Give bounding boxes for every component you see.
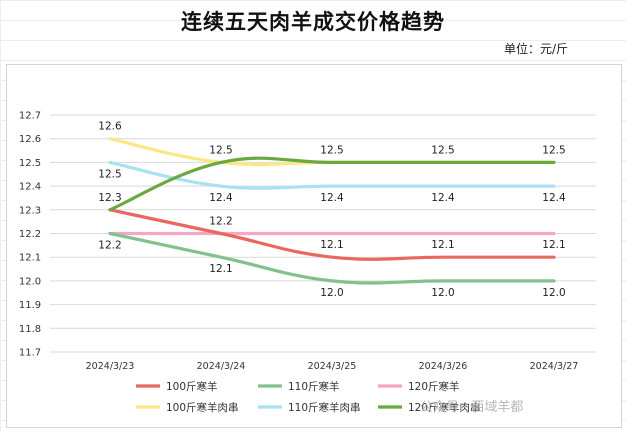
x-tick-label: 2024/3/26: [419, 361, 468, 372]
data-label: 12.1: [320, 239, 343, 251]
data-label: 12.3: [98, 192, 121, 204]
y-tick-label: 12.0: [19, 276, 41, 287]
data-label: 12.0: [542, 287, 565, 299]
y-tick-label: 12.2: [19, 229, 41, 240]
data-label: 12.2: [98, 240, 121, 252]
data-label: 12.5: [542, 144, 565, 156]
data-label: 12.4: [320, 192, 344, 204]
y-tick-label: 12.3: [19, 205, 41, 216]
y-tick-label: 11.7: [19, 348, 41, 359]
legend-label: 120斤寒羊: [408, 380, 460, 393]
series-line[interactable]: [108, 160, 556, 190]
y-tick-label: 12.7: [19, 111, 41, 122]
data-label: 12.5: [320, 144, 343, 156]
legend-label: 110斤寒羊肉串: [288, 401, 361, 414]
data-label: 12.1: [431, 239, 454, 251]
data-label: 12.6: [98, 121, 122, 133]
data-label: 12.0: [320, 287, 343, 299]
series-line[interactable]: [108, 156, 556, 212]
unit-label: 单位：元/斤: [503, 42, 568, 56]
data-label: 12.5: [98, 168, 121, 180]
x-tick-label: 2024/3/27: [530, 361, 579, 372]
data-label: 12.5: [431, 144, 454, 156]
legend-label: 100斤寒羊: [166, 380, 218, 393]
data-label: 12.1: [209, 263, 232, 275]
series-line[interactable]: [108, 231, 556, 285]
chart-frame[interactable]: [6, 64, 622, 428]
series-line[interactable]: [108, 208, 556, 261]
y-tick-label: 12.6: [19, 134, 41, 145]
data-label: 12.4: [431, 192, 455, 204]
data-label: 12.1: [542, 239, 565, 251]
data-label: 12.0: [431, 287, 454, 299]
legend-label: 120斤寒羊肉串: [408, 401, 481, 414]
y-tick-label: 12.5: [19, 158, 41, 169]
legend-label: 110斤寒羊: [288, 380, 340, 393]
data-label: 12.5: [209, 144, 232, 156]
x-tick-label: 2024/3/24: [197, 361, 246, 372]
watermark: 公众号 · 西域羊都: [420, 400, 524, 415]
y-tick-label: 12.4: [19, 182, 41, 193]
line-chart[interactable]: 11.7 11.8 11.9 12.0 12.1 12.2 12.3 12.4 12.5 12.6…: [6, 64, 620, 426]
x-tick-label: 2024/3/23: [86, 361, 135, 372]
data-label: 12.4: [209, 192, 233, 204]
y-tick-label: 11.9: [19, 300, 41, 311]
data-label: 12.2: [209, 216, 232, 228]
data-label: 12.4: [542, 192, 566, 204]
y-tick-label: 12.1: [19, 253, 41, 264]
chart-title: 连续五天肉羊成交价格趋势: [181, 9, 445, 34]
y-tick-label: 11.8: [19, 324, 41, 335]
x-tick-label: 2024/3/25: [308, 361, 357, 372]
legend-label: 100斤寒羊肉串: [166, 401, 239, 414]
